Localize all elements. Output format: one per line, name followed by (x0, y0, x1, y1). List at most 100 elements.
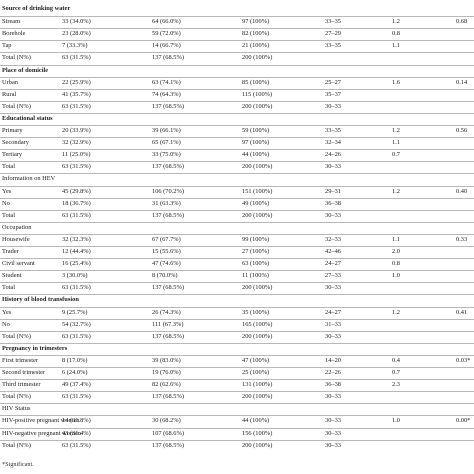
table-cell: 30–33 (325, 429, 341, 437)
table-row: Housewife 32 (32.3%) 67 (67.7%) 99 (100%) 32… (0, 233, 474, 245)
table-section-header: Information on HEV (0, 173, 474, 184)
table-cell: 27 (100%) (242, 248, 270, 255)
row-label: Primary (2, 127, 23, 134)
table-cell: 49 (37.4%) (62, 381, 91, 389)
table-cell: 156 (100%) (242, 429, 273, 437)
table-cell: 1.2 (392, 18, 400, 26)
table-cell: 32 (32.9%) (62, 139, 91, 147)
table-cell: 115 (100%) (242, 90, 273, 98)
table-cell: 137 (68.5%) (152, 54, 184, 62)
table-cell: 6 (24.0%) (62, 369, 88, 376)
row-label: Rural (2, 90, 17, 98)
table-section-header: Place of domicile (0, 64, 474, 76)
table-cell: 26 (74.3%) (152, 308, 181, 316)
table-row: Total (N%) 63 (31.5%) 137 (68.5%) 200 (100%… (0, 391, 474, 402)
table-cell: 1.2 (392, 127, 400, 134)
section-label: History of blood transfusion (2, 296, 79, 304)
table-cell: 47 (100%) (242, 356, 270, 364)
table-cell: 165 (100%) (242, 320, 273, 328)
table-row: HIV-negative pregnant women 43 (31.4%) 107… (0, 427, 474, 439)
table-cell: 33 (75.0%) (152, 151, 181, 159)
table-cell: 39 (83.0%) (152, 356, 181, 364)
row-label: No (2, 199, 10, 207)
table-cell: 30–33 (325, 102, 341, 110)
row-label: Total (N%) (2, 441, 31, 449)
table-cell: 24–26 (325, 151, 341, 159)
table-cell: 32–33 (325, 235, 341, 243)
table-cell: 200 (100%) (242, 211, 273, 219)
table-cell: 0.00* (456, 417, 471, 425)
row-label: Total (N%) (2, 332, 31, 340)
row-label: Borehole (2, 30, 26, 38)
table-cell: 0.8 (392, 30, 400, 38)
table-cell: 32–34 (325, 139, 341, 147)
table-cell: 14 (31.8%) (62, 417, 91, 425)
table-row: Second trimester 6 (24.0%) 19 (76.0%) 25 (1… (0, 367, 474, 378)
row-label: Total (2, 284, 16, 292)
table-cell: 43 (31.4%) (62, 429, 91, 437)
table-cell: 27–33 (325, 272, 341, 280)
row-label: HIV-positive pregnant women (2, 417, 80, 425)
row-label: Secondary (2, 139, 29, 147)
row-label: Total (N%) (2, 102, 31, 110)
row-label: Student (2, 272, 22, 280)
table-row: Student 3 (30.0%) 8 (70.0%) 11 (100%) 27–33 1… (0, 270, 474, 281)
table-cell: 30–33 (325, 163, 341, 171)
table-section-header: Educational status (0, 112, 474, 124)
table-cell: 200 (100%) (242, 54, 273, 62)
table-cell: 30–33 (325, 393, 341, 401)
table-cell: 30–33 (325, 441, 341, 449)
table-cell: 2.0 (392, 248, 400, 255)
table-cell: 39 (66.1%) (152, 127, 181, 134)
table-cell: 0.4 (392, 356, 400, 364)
table-cell: 137 (68.5%) (152, 284, 184, 292)
table-cell: 63 (31.5%) (62, 284, 91, 292)
table-cell: 137 (68.5%) (152, 441, 184, 449)
row-label: No (2, 320, 10, 328)
table-cell: 7 (33.3%) (62, 42, 88, 50)
table-cell: 1.2 (392, 187, 400, 195)
section-label: Occupation (2, 223, 32, 231)
table-cell: 63 (31.5%) (62, 393, 91, 401)
table-cell: 200 (100%) (242, 284, 273, 292)
table-cell: 30 (68.2%) (152, 417, 181, 425)
table-cell: 47 (74.6%) (152, 260, 181, 268)
table-cell: 44 (100%) (242, 417, 270, 425)
row-label: Tertiary (2, 151, 23, 159)
table-cell: 200 (100%) (242, 393, 273, 401)
table-cell: 22–26 (325, 369, 341, 376)
table-cell: 35–37 (325, 90, 341, 98)
table-cell: 24–27 (325, 308, 341, 316)
row-label: Urban (2, 78, 18, 86)
table-cell: 33–35 (325, 127, 341, 134)
table-cell: 82 (62.6%) (152, 381, 181, 389)
table-cell: 111 (67.3%) (152, 320, 184, 328)
table-row: Total (N%) 63 (31.5%) 137 (68.5%) 200 (100%… (0, 330, 474, 342)
section-label: Educational status (2, 114, 53, 122)
table-cell: 27–29 (325, 30, 341, 38)
table-cell: 33–35 (325, 42, 341, 50)
table-cell: 8 (17.0%) (62, 356, 88, 364)
row-label: Stream (2, 18, 21, 26)
table-cell: 33–35 (325, 18, 341, 26)
table-cell: 63 (31.5%) (62, 211, 91, 219)
section-label: HIV Status (2, 405, 31, 413)
table-cell: 11 (25.0%) (62, 151, 91, 159)
section-label: Pregnancy in trimesters (2, 344, 68, 352)
table-cell: 200 (100%) (242, 332, 273, 340)
table-cell: 14 (66.7%) (152, 42, 181, 50)
table-row: Total (N%) 63 (31.5%) 137 (68.5%) 200 (100%… (0, 100, 474, 112)
table-cell: 30–33 (325, 211, 341, 219)
table-row: HIV-positive pregnant women 14 (31.8%) 30 … (0, 415, 474, 426)
table-row: Third trimester 49 (37.4%) 82 (62.6%) 131 (… (0, 379, 474, 390)
table-cell: 1.0 (392, 272, 400, 280)
table-row: Rural 41 (35.7%) 74 (64.3%) 115 (100%) 35–37 (0, 88, 474, 100)
row-label: Second trimester (2, 369, 46, 376)
table-cell: 33 (34.0%) (62, 18, 91, 26)
table-row: Primary 20 (33.9%) 39 (66.1%) 59 (100%) 33–3… (0, 125, 474, 136)
table-row: First trimester 8 (17.0%) 39 (83.0%) 47 (10… (0, 354, 474, 366)
table-cell: 18 (36.7%) (62, 199, 91, 207)
table-cell: 21 (100%) (242, 42, 270, 50)
table-cell: 0.40 (456, 187, 468, 195)
